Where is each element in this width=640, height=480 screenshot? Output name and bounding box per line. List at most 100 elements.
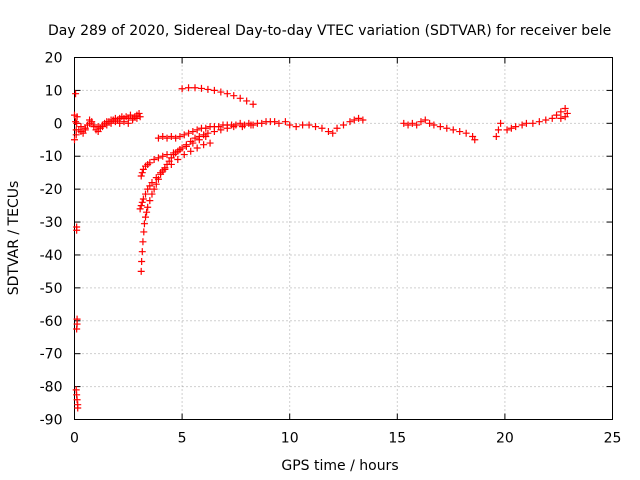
series (137, 121, 255, 275)
data-point (167, 132, 175, 140)
plot-frame (74, 57, 613, 420)
x-tick-label: 10 (281, 431, 299, 447)
data-point (142, 190, 150, 198)
data-point (462, 129, 470, 137)
data-point (241, 121, 249, 129)
data-point (408, 119, 416, 127)
data-point (271, 118, 279, 126)
data-point (359, 116, 367, 124)
x-tick-label: 15 (388, 431, 406, 447)
data-point (355, 114, 363, 122)
data-point (561, 113, 569, 121)
data-point (152, 180, 160, 188)
x-tick-label: 5 (178, 431, 187, 447)
data-point (139, 238, 147, 246)
data-point (443, 124, 451, 132)
y-tick-label: -10 (40, 149, 63, 165)
data-point (144, 203, 152, 211)
data-point (189, 128, 197, 136)
data-point (426, 119, 434, 127)
data-point (204, 85, 212, 93)
data-point (312, 123, 320, 131)
data-point (236, 119, 244, 127)
data-point (191, 84, 199, 92)
data-point (150, 156, 158, 164)
data-point (243, 97, 251, 105)
data-point (249, 121, 257, 129)
data-point (103, 121, 111, 129)
series (492, 105, 571, 140)
data-point (193, 126, 201, 134)
data-point (507, 124, 515, 132)
data-point (340, 121, 347, 129)
data-point (404, 121, 412, 129)
data-point (471, 136, 479, 144)
data-point (154, 154, 162, 162)
data-point (111, 118, 119, 126)
y-tick-label: -90 (40, 413, 63, 429)
data-point (150, 185, 158, 193)
data-point (299, 121, 307, 129)
data-point (494, 126, 502, 134)
data-point (71, 136, 78, 144)
data-point (161, 165, 169, 173)
data-point (157, 169, 165, 177)
series (400, 116, 479, 144)
data-point (81, 126, 89, 134)
data-point (120, 118, 128, 126)
data-point (98, 123, 106, 131)
data-point (185, 129, 193, 137)
data-point (152, 174, 160, 182)
series (75, 109, 144, 137)
data-point (333, 124, 341, 132)
data-point (223, 90, 231, 98)
data-point (139, 195, 147, 203)
data-point (230, 92, 238, 100)
data-point (518, 121, 526, 129)
data-point (215, 123, 223, 131)
data-point (73, 226, 81, 234)
data-point (77, 123, 85, 131)
y-tick-label: -80 (40, 380, 63, 396)
data-point (124, 119, 132, 127)
data-point (73, 396, 81, 404)
data-point (548, 114, 556, 122)
data-point (400, 119, 408, 127)
data-point (324, 128, 332, 136)
chart-title: Day 289 of 2020, Sidereal Day-to-day VTE… (48, 23, 611, 39)
data-point (90, 121, 98, 129)
series (178, 84, 257, 108)
data-point (557, 108, 565, 116)
y-axis-title: SDTVAR / TECUs (6, 181, 22, 296)
y-tick-label: -30 (40, 215, 63, 231)
data-point (74, 404, 82, 412)
series (71, 90, 82, 412)
data-point (202, 132, 210, 140)
data-point (136, 205, 144, 213)
data-point (143, 208, 151, 216)
data-point (138, 258, 146, 266)
data-point (350, 116, 358, 124)
data-point (163, 134, 171, 142)
y-tick-label: -60 (40, 314, 63, 330)
data-point (86, 119, 94, 127)
data-point (174, 156, 182, 164)
data-point (172, 134, 180, 142)
axis-ticks (74, 57, 613, 420)
data-point (163, 151, 171, 159)
data-point (137, 172, 145, 180)
data-point (133, 114, 141, 122)
data-point (169, 149, 177, 157)
y-tick-label: -70 (40, 347, 63, 363)
x-tick-labels: 0 5 10 15 20 25 (70, 431, 621, 447)
data-point (178, 85, 186, 93)
y-tick-label: 20 (45, 51, 63, 67)
data-points (71, 84, 571, 412)
data-point (140, 228, 148, 236)
data-point (138, 169, 146, 177)
data-point (318, 124, 326, 132)
data-point (512, 123, 520, 131)
data-point (180, 131, 188, 139)
data-point (167, 160, 175, 168)
